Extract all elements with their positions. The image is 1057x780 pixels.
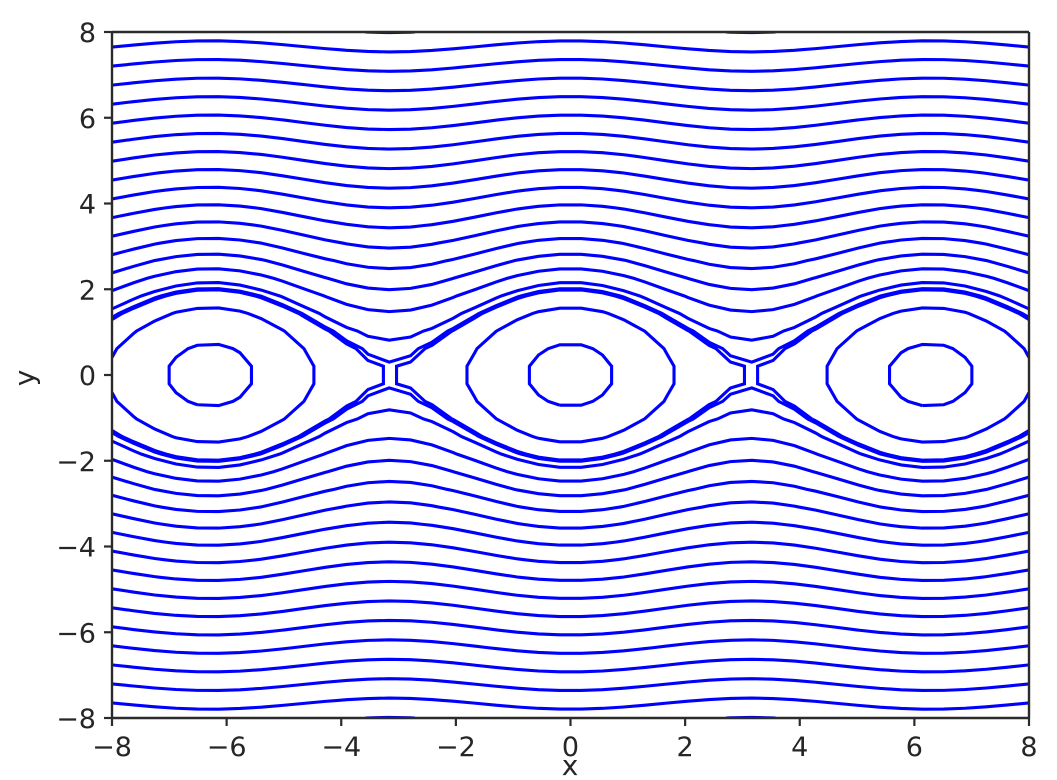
contour-lines-group [112,32,1029,718]
contour-level-9 [112,203,1029,230]
contour-level-6 [112,252,1029,292]
contour-level-14 [112,113,1029,132]
contour-level-14 [112,618,1029,637]
contour-level-8 [112,220,1029,250]
contour-level-9 [112,520,1029,547]
contour-level-16 [112,657,1029,674]
x-tick-label-4: 0 [562,732,579,763]
contour-level-12 [112,150,1029,171]
contour-level-1 [465,306,676,444]
x-tick-label-3: −2 [436,732,476,763]
y-tick-label-0: −8 [56,704,96,735]
y-tick-label-1: −6 [56,618,96,649]
x-tick-label-8: 8 [1020,732,1037,763]
x-axis-ticks: −8 −6 −4 −2 0 2 4 6 8 [92,718,1038,763]
x-axis-label: x [562,749,579,780]
contour-level-0 [527,343,614,407]
contour-level-5 [112,267,1029,314]
contour-level-3 [112,386,1029,463]
x-tick-label-7: 6 [906,732,923,763]
contour-level-11 [112,168,1029,190]
y-tick-label-6: 4 [79,190,96,221]
contour-level-3 [112,287,1029,364]
contour-level-10 [112,540,1029,565]
contour-level-1 [825,306,1029,444]
contour-level-15 [112,638,1029,655]
contour-level-0 [167,342,254,408]
contour-level-15 [112,95,1029,112]
x-tick-label-1: −6 [207,732,247,763]
y-axis-label: y [8,370,41,387]
contour-level-10 [112,185,1029,210]
contour-level-18 [112,696,1029,711]
y-tick-label-7: 6 [79,104,96,135]
x-tick-label-5: 2 [677,732,694,763]
contour-level-11 [112,560,1029,582]
contour-level-17 [112,57,1029,73]
y-tick-label-5: 2 [79,275,96,306]
y-axis-ticks: −8 −6 −4 −2 0 2 4 6 8 [56,18,112,735]
contour-level-6 [112,458,1029,498]
y-tick-label-8: 8 [79,18,96,49]
contour-level-13 [112,599,1029,619]
contour-level-16 [112,76,1029,93]
contour-level-7 [112,236,1029,271]
contour-level-7 [112,479,1029,514]
x-tick-label-6: 4 [791,732,808,763]
contour-level-4 [112,408,1029,469]
contour-level-12 [112,579,1029,600]
contour-level-1 [112,306,316,444]
x-tick-label-0: −8 [92,732,132,763]
contour-level-5 [112,436,1029,483]
y-tick-label-2: −4 [56,533,96,564]
x-tick-label-2: −4 [321,732,361,763]
y-tick-label-4: 0 [79,361,96,392]
contour-level-0 [887,342,974,408]
axes-background [112,32,1029,718]
contour-level-8 [112,500,1029,530]
contour-level-13 [112,131,1029,151]
contour-level-17 [112,677,1029,693]
y-tick-label-3: −2 [56,447,96,478]
contour-level-18 [112,39,1029,54]
contour-level-4 [112,281,1029,342]
